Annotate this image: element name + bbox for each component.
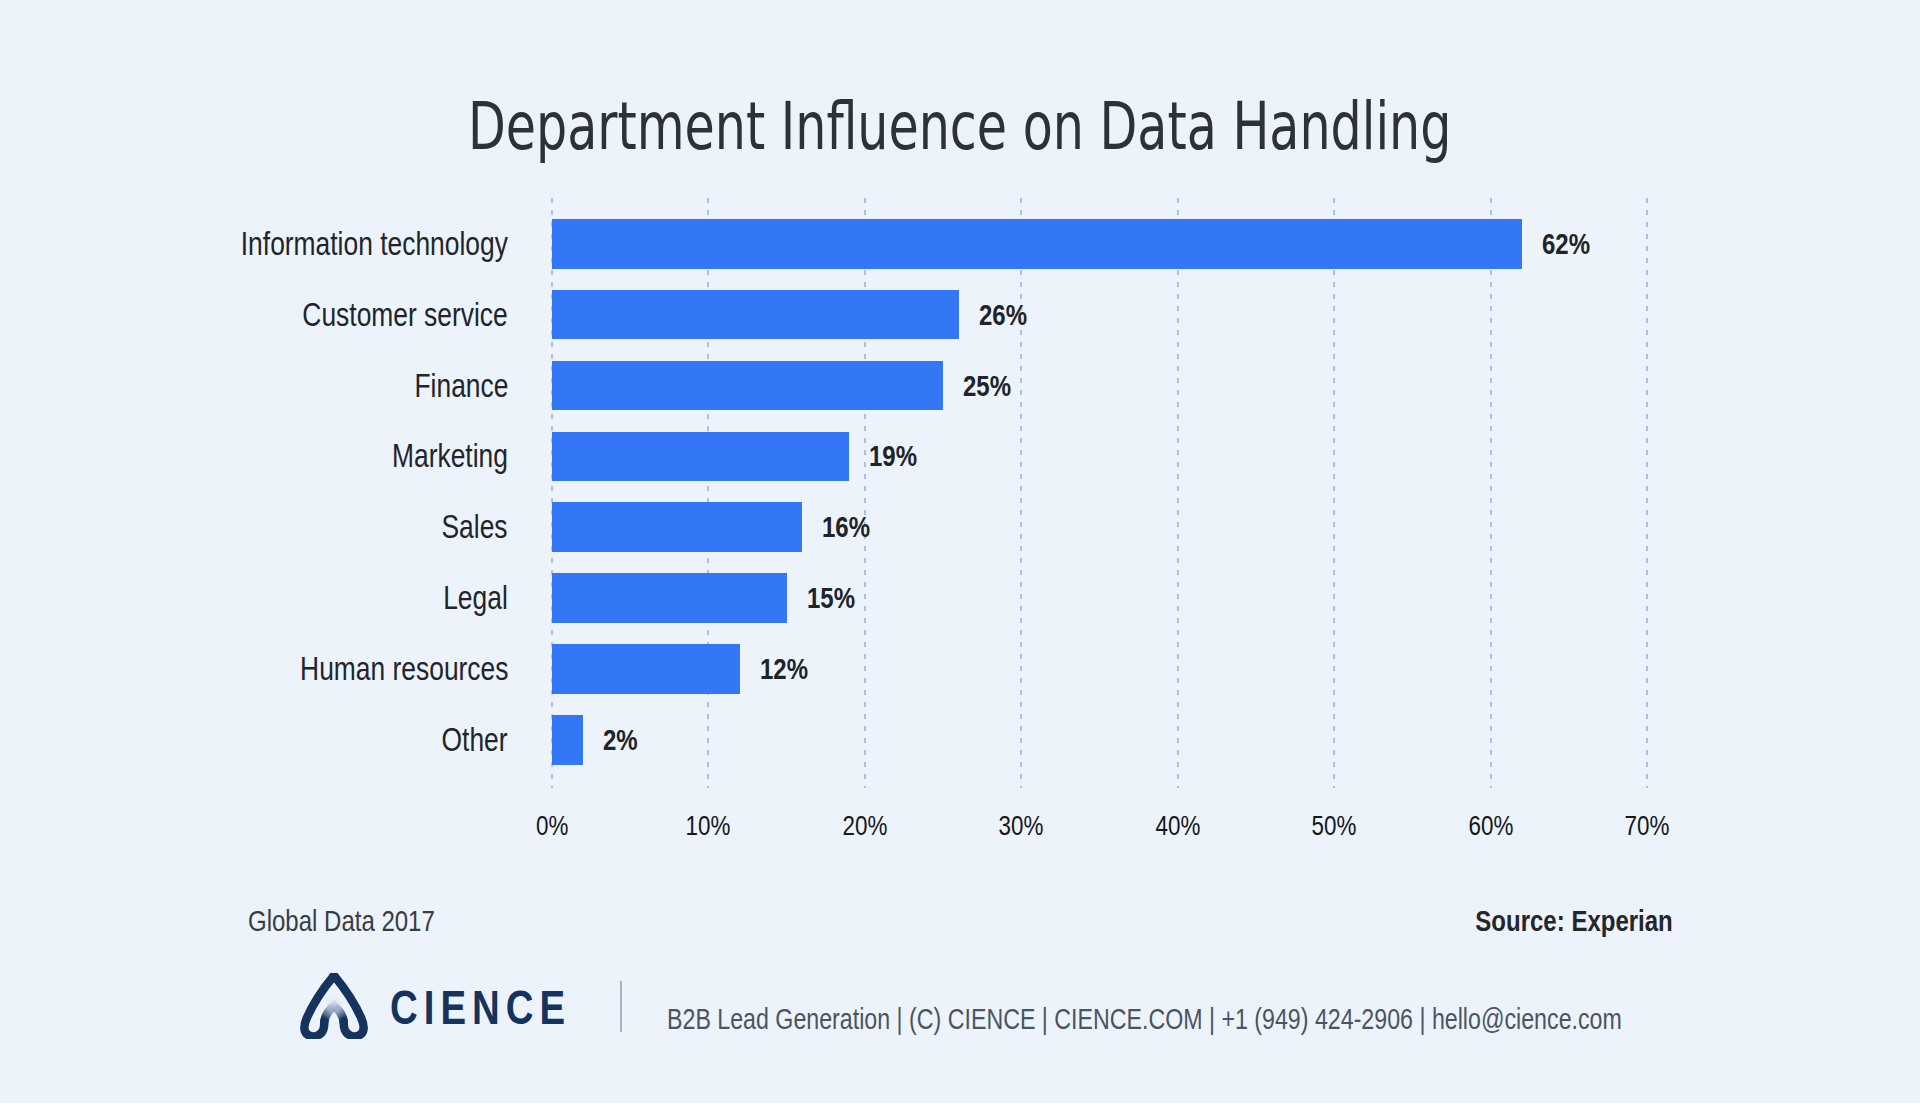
gridline [864,198,866,788]
category-label: Customer service [88,295,508,335]
value-label: 15% [807,578,867,618]
category-label: Legal [88,578,508,618]
bar [552,219,1522,269]
footnote: Global Data 2017 [248,903,482,939]
value-label: 62% [1542,224,1602,264]
bar [552,644,740,694]
value-label: 2% [603,720,646,760]
source-label: Source: Experian [1426,903,1673,939]
value-label: 19% [869,436,929,476]
category-label: Other [88,720,508,760]
bar [552,715,583,765]
value-label: 16% [822,507,882,547]
gridline [1020,198,1022,788]
category-label: Marketing [88,436,508,476]
gridline [1646,198,1648,788]
value-label: 12% [760,649,820,689]
chart-title: Department Influence on Data Handling [0,91,1920,161]
gridline [1177,198,1179,788]
divider-line [620,981,622,1032]
gridline [551,198,553,788]
category-label: Sales [88,507,508,547]
bar [552,573,787,623]
contact-info: B2B Lead Generation | (C) CIENCE | CIENC… [667,1002,1861,1036]
bar [552,502,802,552]
bottom-strip [0,1103,1920,1111]
bar [552,361,943,411]
gridline [707,198,709,788]
bar [552,432,849,482]
value-label: 26% [979,295,1039,335]
gridline [1490,198,1492,788]
category-label: Human resources [88,649,508,689]
category-label: Finance [88,366,508,406]
infographic-page: Department Influence on Data Handling 0%… [0,0,1920,1111]
bar [552,290,959,340]
value-label: 25% [963,366,1023,406]
cience-logo-mark [297,973,371,1039]
cience-wordmark: CIENCE [390,984,616,1032]
x-tick-label: 70% [1547,809,1747,843]
category-label: Information technology [88,224,508,264]
gridline [1333,198,1335,788]
